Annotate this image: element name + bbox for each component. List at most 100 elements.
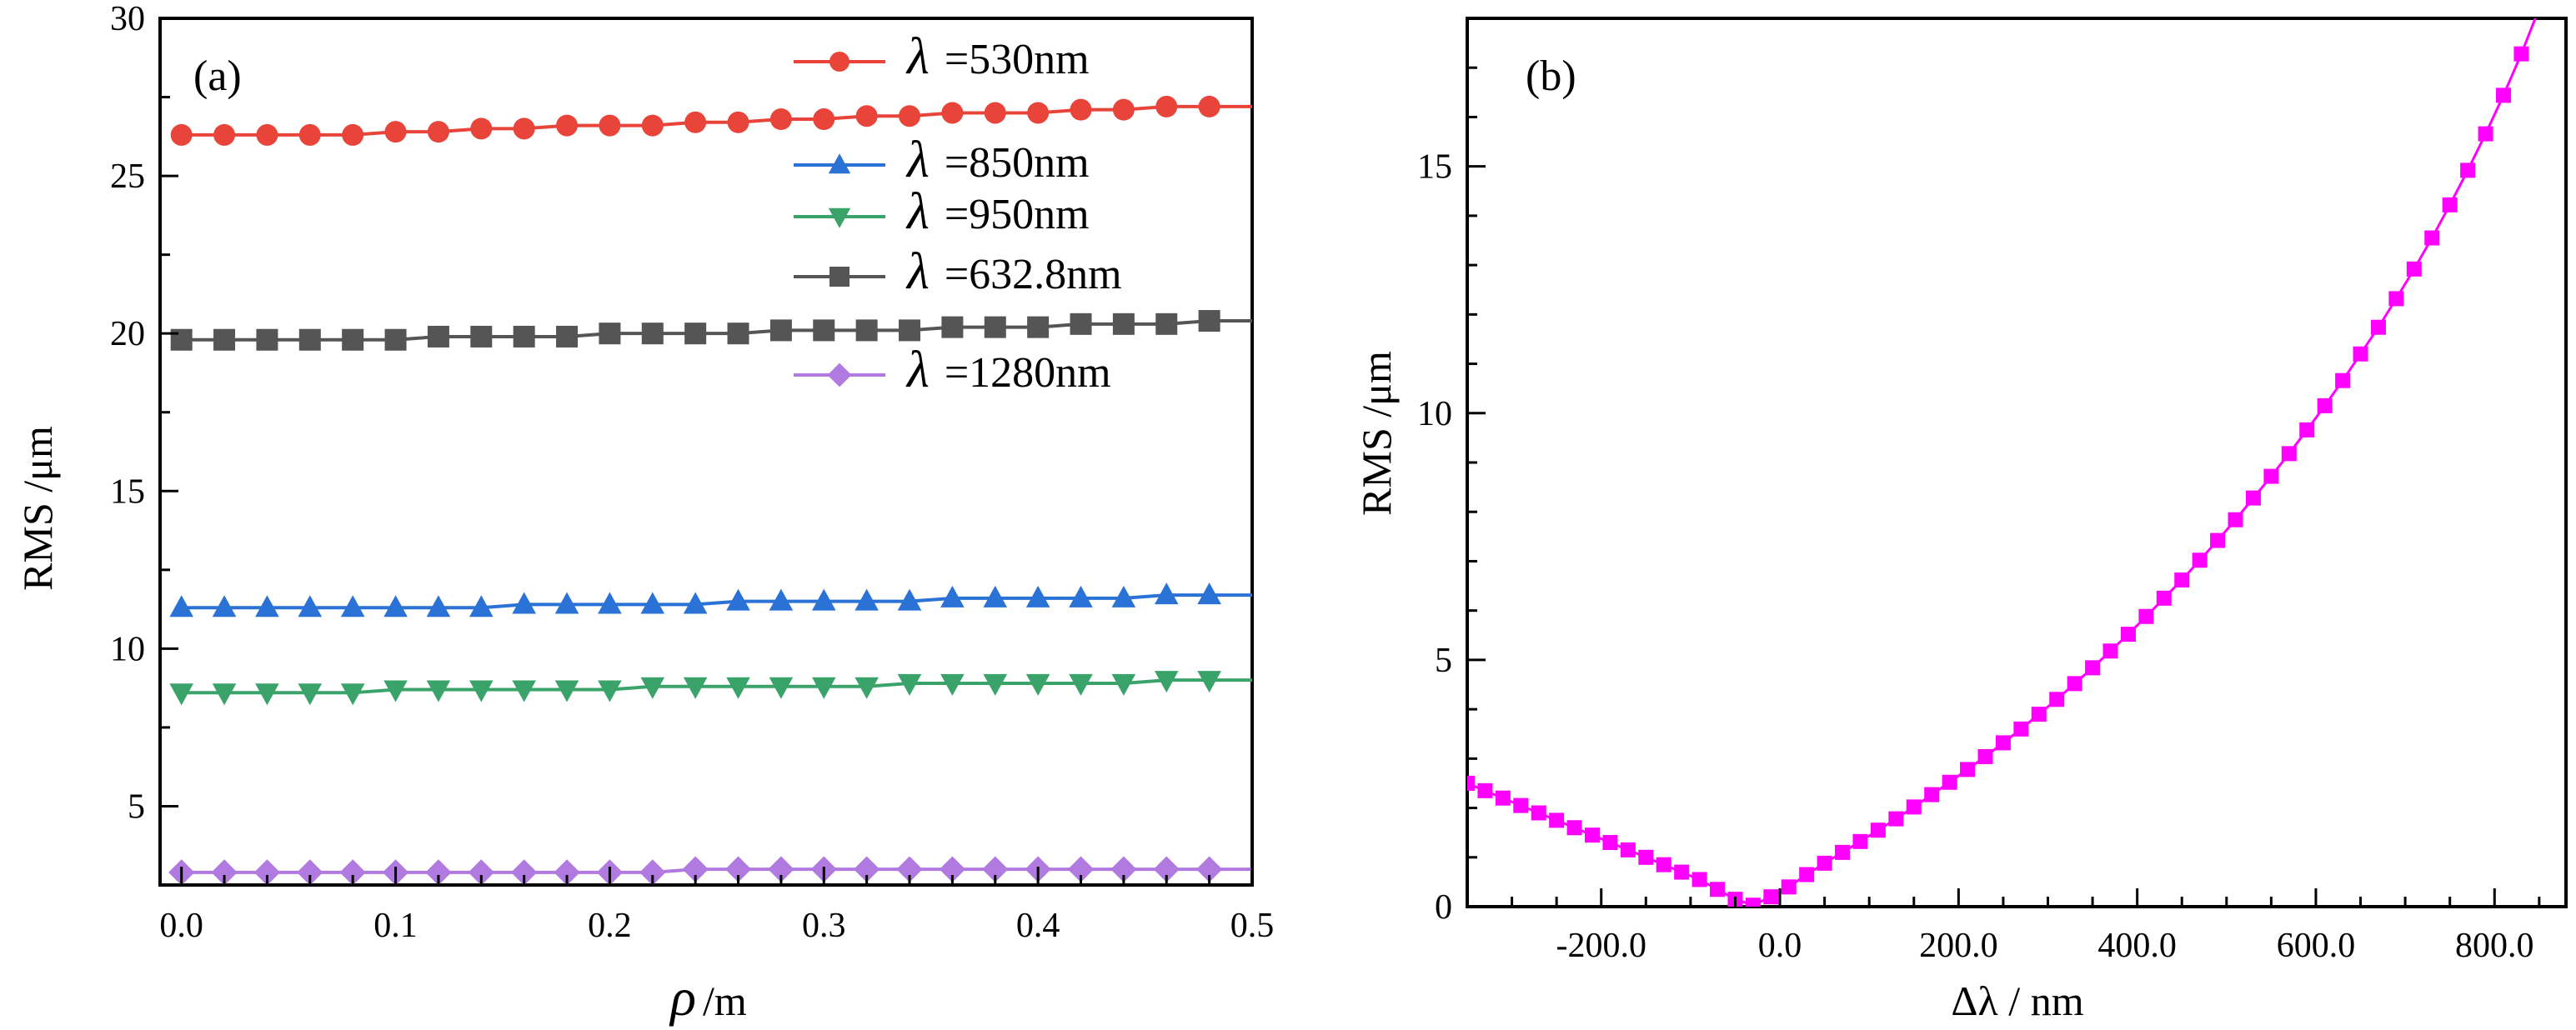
data-point [213,328,236,351]
data-point [1154,671,1179,693]
panel-a-ylabel: RMS /μm [14,426,61,591]
data-point [813,108,835,131]
x-tick-label: 0.5 [1230,907,1275,945]
data-point [2228,512,2243,528]
data-point [683,592,708,614]
panel-a-xlabel-unit: /m [703,978,747,1024]
data-point [2210,532,2226,548]
data-point [1155,312,1178,335]
data-point [682,856,709,882]
data-point [2138,608,2154,624]
panel-b-ticks: 0 5 10 15 -200.0 0.0 200.0 400.0 600.0 800.0 [1417,66,2541,965]
data-point [1070,98,1092,121]
legend-item: λ =530nm [794,28,1090,85]
x-tick-label: -200.0 [1556,927,1646,965]
y-tick-label: 20 [110,315,145,353]
data-point [426,680,451,702]
data-point [724,856,752,882]
data-point [1906,799,1922,815]
y-tick-label: 10 [110,630,145,668]
data-point [2085,660,2101,676]
data-point [811,588,836,611]
data-point [640,677,665,699]
data-point [2388,291,2404,307]
data-point [1763,889,1779,905]
series--850nm [169,582,1252,618]
data-point [2263,468,2279,484]
data-point [598,592,622,614]
panel-b-label: (b) [1526,52,1576,100]
data-point [1467,775,1475,791]
data-point [298,595,323,618]
data-point [813,319,835,342]
data-point [469,680,494,702]
legend-marker [828,153,851,174]
y-tick-label: 0 [1435,888,1452,927]
series--530nm [170,95,1252,146]
x-tick-label: 0.4 [1016,907,1060,945]
data-point [2049,692,2065,708]
data-point [1027,102,1050,124]
data-point [599,114,621,137]
data-point [684,322,707,345]
x-tick-label: 0.2 [588,907,632,945]
data-point [298,683,323,706]
data-point [1197,671,1221,693]
data-point [1835,844,1851,860]
data-point [1995,735,2011,751]
data-point [854,677,879,699]
data-point [1155,95,1178,118]
data-point [1112,98,1135,121]
data-point [769,588,794,611]
data-point [983,585,1008,608]
data-point [384,328,407,351]
data-point [1025,673,1050,696]
y-tick-label: 30 [110,0,145,38]
data-point [641,114,664,137]
data-point [2174,572,2190,588]
data-point [1153,856,1180,882]
data-point [1196,856,1223,882]
legend-item: λ =1280nm [794,342,1111,398]
x-tick-label: 0.0 [1758,927,1802,965]
legend-symbol: λ [905,243,930,300]
data-point [1495,790,1511,806]
data-point [2102,643,2118,659]
panel-b-ylabel: RMS /μm [1353,351,1400,516]
series-line [181,593,1252,610]
data-point [1067,856,1095,882]
data-point [1531,805,1546,821]
data-point [1198,310,1220,332]
data-point [1602,835,1618,851]
data-point [2192,552,2208,568]
panel-a-ticks: 5 10 15 20 25 30 0.0 0.1 0.2 0.3 0.4 0.5 [110,0,1274,945]
data-point [811,677,836,699]
data-point [383,595,408,618]
data-point [2156,590,2172,606]
data-point [1197,582,1221,605]
data-point [897,673,922,696]
data-point [255,595,279,618]
x-tick-label: 600.0 [2277,927,2356,965]
data-point [899,105,921,128]
data-point [897,588,922,611]
data-point [727,322,749,345]
data-point [340,595,365,618]
x-tick-label: 200.0 [1919,927,1998,965]
y-tick-label: 15 [110,472,145,511]
y-tick-label: 10 [1417,395,1452,433]
data-point [427,325,449,348]
data-point [2335,372,2351,388]
data-point [512,680,536,702]
data-point [1799,867,1815,882]
data-point [1549,812,1565,828]
data-point [2495,88,2511,103]
panel-b-marks [1467,18,2537,907]
data-point [212,683,237,706]
data-point [1111,673,1136,696]
data-point [383,680,408,702]
data-point [469,595,494,618]
data-point [769,677,794,699]
